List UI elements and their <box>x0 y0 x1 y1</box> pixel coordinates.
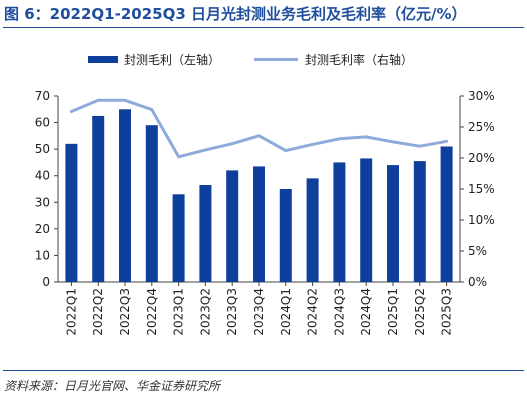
x-tick-label: 2024Q4 <box>359 288 373 336</box>
combo-chart: 封测毛利（左轴） 封测毛利率（右轴） 0 10 20 30 40 50 60 70 0% 5% 10… <box>35 52 495 336</box>
bar-2024Q1 <box>279 189 292 282</box>
title-divider <box>3 27 524 28</box>
x-tick-label: 2023Q2 <box>198 288 212 336</box>
x-tick-label: 2022Q1 <box>64 288 78 336</box>
bar-2022Q1 <box>65 143 78 282</box>
x-tick-label: 2024Q1 <box>279 288 293 336</box>
y-right-tick-label: 25% <box>468 120 495 134</box>
rate-point-2024Q4 <box>365 135 368 139</box>
bar-2022Q4 <box>145 125 158 282</box>
rate-point-2022Q2 <box>97 99 100 102</box>
x-tick-label: 2025Q3 <box>440 288 454 336</box>
x-tick-label: 2024Q2 <box>306 288 320 336</box>
legend-swatch-bar <box>88 56 118 63</box>
x-tick-label: 2022Q2 <box>91 288 105 336</box>
x-tick-label: 2023Q1 <box>172 288 186 336</box>
x-tick-label: 2023Q4 <box>252 288 266 336</box>
x-axis-ticks: 2022Q1 2022Q2 2022Q3 2022Q4 2023Q1 2023Q2 2023… <box>64 282 454 336</box>
x-tick-label: 2023Q3 <box>225 288 239 336</box>
footer-divider <box>3 370 524 371</box>
rate-point-2024Q3 <box>338 137 341 140</box>
bar-2025Q1 <box>387 165 399 282</box>
rate-point-2025Q2 <box>418 145 421 148</box>
y-left-tick-label: 20 <box>35 222 50 236</box>
y-right-tick-label: 5% <box>468 244 487 258</box>
y-right-tick-label: 15% <box>468 182 495 196</box>
rate-point-2023Q4 <box>257 134 261 137</box>
bar-2022Q2 <box>92 115 105 282</box>
rate-point-2024Q1 <box>284 149 287 152</box>
rate-point-2022Q4 <box>150 108 153 111</box>
y-right-tick-label: 0% <box>468 275 487 289</box>
bar-2023Q1 <box>172 194 185 282</box>
bar-2023Q4 <box>253 166 265 282</box>
rate-point-2024Q2 <box>311 143 314 146</box>
y-left-tick-label: 10 <box>35 248 50 262</box>
y-left-tick-label: 60 <box>35 116 50 130</box>
bar-2024Q4 <box>360 158 373 282</box>
rate-point-2022Q1 <box>70 110 73 113</box>
y-right-tick-label: 20% <box>468 151 495 165</box>
bar-2025Q2 <box>413 161 426 282</box>
y-left-tick-label: 0 <box>42 275 50 289</box>
rate-point-2023Q2 <box>204 148 207 152</box>
source-note: 资料来源：日月光官网、华金证券研究所 <box>4 379 221 393</box>
y-left-tick-label: 50 <box>35 142 50 156</box>
x-tick-label: 2025Q1 <box>386 288 400 336</box>
bar-2023Q2 <box>199 185 212 282</box>
bar-2025Q3 <box>440 146 453 282</box>
rate-point-2022Q3 <box>123 99 127 102</box>
bar-2024Q3 <box>333 162 346 282</box>
rate-point-2023Q1 <box>177 155 180 158</box>
bar-2023Q3 <box>226 170 239 282</box>
y-left-tick-label: 40 <box>35 169 50 183</box>
x-tick-label: 2022Q4 <box>145 288 159 336</box>
legend-label-bar: 封测毛利（左轴） <box>124 52 220 67</box>
x-tick-label: 2024Q3 <box>332 288 346 336</box>
bar-2024Q2 <box>306 178 319 282</box>
y-right-tick-label: 30% <box>468 89 495 103</box>
x-tick-label: 2025Q2 <box>413 288 427 336</box>
legend: 封测毛利（左轴） 封测毛利率（右轴） <box>88 52 413 67</box>
line-series <box>69 98 449 159</box>
bar-series <box>65 109 453 283</box>
y-left-tick-label: 30 <box>35 195 50 209</box>
x-tick-label: 2022Q3 <box>118 288 132 336</box>
legend-label-line: 封测毛利率（右轴） <box>305 52 413 67</box>
y-left-tick-label: 70 <box>35 89 50 103</box>
figure-title: 图 6：2022Q1-2025Q3 日月光封测业务毛利及毛利率（亿元/%） <box>4 5 467 23</box>
rate-point-2023Q3 <box>231 142 234 145</box>
rate-point-2025Q3 <box>445 140 448 143</box>
rate-point-2025Q1 <box>391 140 395 144</box>
y-right-tick-label: 10% <box>468 213 495 227</box>
bar-2022Q3 <box>119 109 131 283</box>
